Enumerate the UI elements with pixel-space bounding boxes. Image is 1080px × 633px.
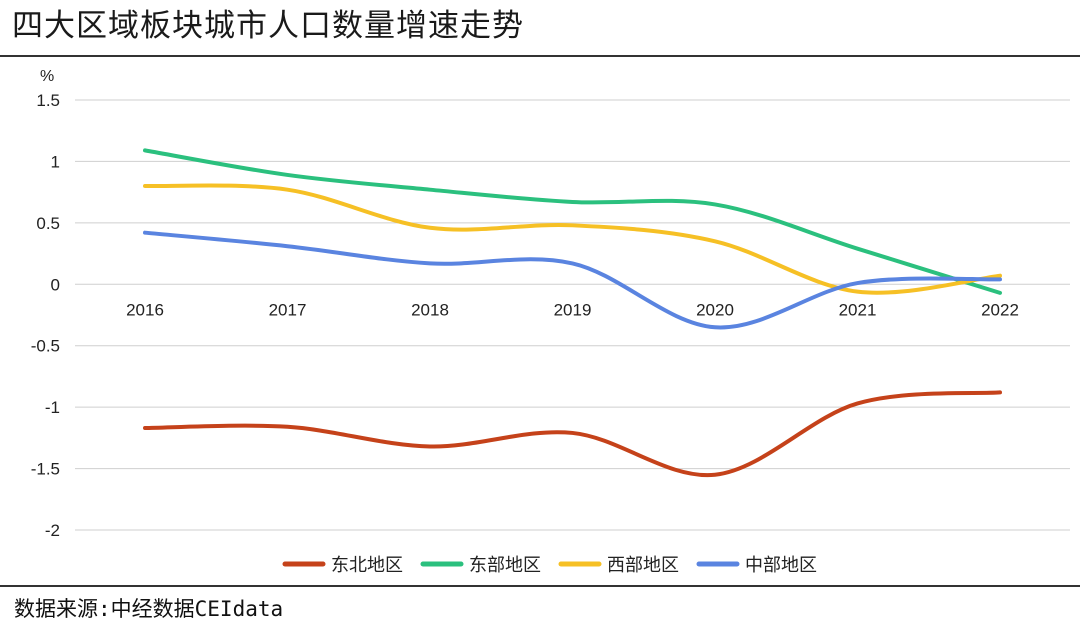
y-axis-ticks: 1.5 1 0.5 0 -0.5 -1 -1.5 -2	[31, 91, 60, 540]
x-axis-ticks: 2016 2017 2018 2019 2020 2021 2022	[126, 300, 1019, 319]
x-tick-label: 2019	[554, 300, 592, 319]
x-tick-label: 2020	[696, 300, 734, 319]
series-line-1	[143, 390, 1002, 478]
legend-label: 中部地区	[745, 555, 817, 576]
y-tick-label: -0.5	[31, 337, 60, 356]
x-tick-label: 2016	[126, 300, 164, 319]
series-line-2	[143, 148, 1002, 295]
y-tick-label: 1.5	[36, 91, 60, 110]
x-tick-label: 2017	[269, 300, 307, 319]
legend-label: 东北地区	[331, 555, 403, 576]
legend-label: 西部地区	[607, 555, 679, 576]
bottom-divider	[0, 585, 1080, 587]
x-tick-label: 2022	[981, 300, 1019, 319]
y-tick-label: -2	[45, 521, 60, 540]
y-tick-label: 0	[51, 275, 60, 294]
x-tick-label: 2021	[839, 300, 877, 319]
series-line-4	[143, 230, 1002, 330]
legend: 东北地区 东部地区 西部地区 中部地区	[282, 555, 817, 576]
x-tick-label: 2018	[411, 300, 449, 319]
series-lines	[143, 148, 1002, 478]
gridlines	[75, 99, 1070, 531]
top-divider	[0, 55, 1080, 57]
chart-title: 四大区域板块城市人口数量增速走势	[12, 8, 524, 44]
series-line-3	[143, 183, 1002, 295]
y-tick-label: 0.5	[36, 214, 60, 233]
legend-label: 东部地区	[469, 555, 541, 576]
y-tick-label: 1	[51, 152, 60, 171]
data-source: 数据来源:中经数据CEIdata	[14, 597, 284, 621]
y-axis-unit: %	[40, 68, 54, 85]
line-chart: 1.510.50-0.5-1-1.5-2 % 2016 2017 2018 2019 2…	[31, 68, 1070, 576]
y-tick-label: -1.5	[31, 460, 60, 479]
y-tick-label: -1	[45, 398, 60, 417]
